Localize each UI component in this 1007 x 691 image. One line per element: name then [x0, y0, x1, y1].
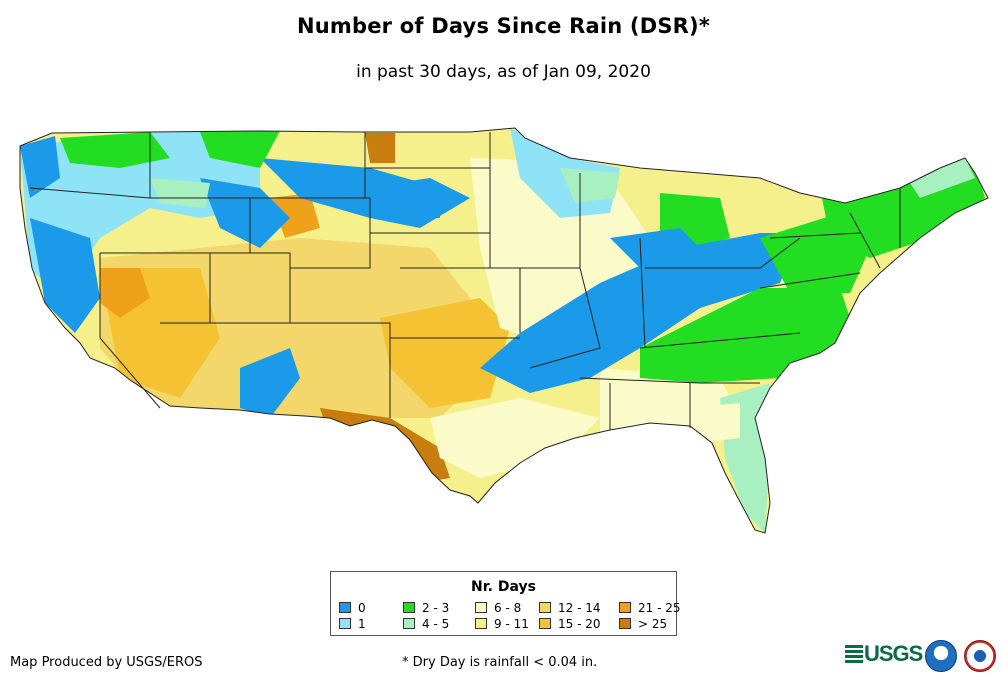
- usgs-wordmark: USGS: [864, 641, 923, 666]
- legend-label: 4 - 5: [422, 617, 450, 631]
- legend-swatch: [339, 618, 351, 629]
- legend-swatch: [403, 618, 415, 629]
- usgs-wave-icon: [845, 645, 863, 665]
- dsr-map: [19, 127, 989, 534]
- legend-swatch: [619, 602, 631, 613]
- map-title: Number of Days Since Rain (DSR)*: [296, 14, 711, 38]
- usgs-logo: USGS: [845, 640, 923, 670]
- map-subtitle: in past 30 days, as of Jan 09, 2020: [356, 62, 651, 82]
- legend-label: 0: [358, 601, 366, 615]
- legend-label: 2 - 3: [422, 601, 450, 615]
- legend-label: 15 - 20: [558, 617, 601, 631]
- legend-label: 6 - 8: [494, 601, 522, 615]
- legend-label: 12 - 14: [558, 601, 601, 615]
- legend-label: 1: [358, 617, 366, 631]
- legend-label: > 25: [638, 617, 668, 631]
- legend-label: 9 - 11: [494, 617, 529, 631]
- noaa-logo-icon: [925, 640, 957, 672]
- map-legend: Nr. Days 0 1 2 - 3 4 - 5 6 - 8 9 - 11 12 - 14 1…: [330, 571, 681, 636]
- nws-logo-icon: [964, 640, 996, 672]
- map-credit: Map Produced by USGS/EROS: [10, 655, 203, 670]
- dsr-regions: [20, 128, 988, 533]
- legend-swatch: [403, 602, 415, 613]
- legend-swatch: [619, 618, 631, 629]
- dry-day-footnote: * Dry Day is rainfall < 0.04 in.: [402, 655, 598, 670]
- legend-swatch: [539, 618, 551, 629]
- legend-swatch: [475, 618, 487, 629]
- legend-swatch: [539, 602, 551, 613]
- legend-title: Nr. Days: [471, 579, 536, 595]
- state-boundaries: [19, 127, 989, 534]
- legend-swatch: [475, 602, 487, 613]
- legend-label: 21 - 25: [638, 601, 681, 615]
- legend-swatch: [339, 602, 351, 613]
